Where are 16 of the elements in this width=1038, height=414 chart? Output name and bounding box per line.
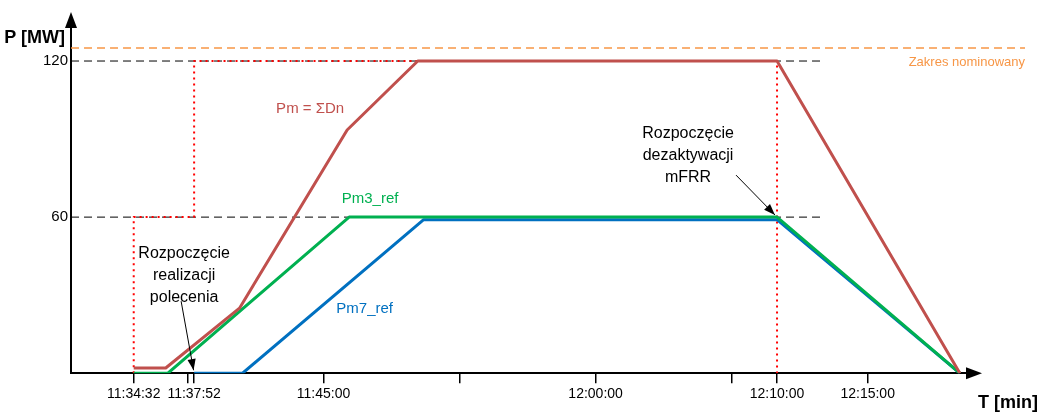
y-tick-label: 60 <box>51 207 69 225</box>
series-label: Pm3_ref <box>341 189 400 207</box>
x-tick-label: 11:45:00 <box>296 385 351 402</box>
ref-line-label: Zakres nominowany <box>908 53 1026 69</box>
x-axis-title: T [min] <box>978 392 1038 413</box>
x-tick-label: 12:15:00 <box>840 385 896 402</box>
x-tick-label: 12:00:00 <box>568 385 624 402</box>
y-axis-title: P [MW] <box>4 26 66 47</box>
annotation: Rozpoczęcie realizacji polecenia <box>138 243 231 305</box>
x-tick-label: 11:34:32 <box>106 385 161 402</box>
x-tick-label: 11:37:52 <box>167 385 222 402</box>
series-label: Pm7_ref <box>336 298 394 316</box>
y-tick-label: 120 <box>43 51 69 69</box>
series-label: Pm = ΣDn <box>276 99 345 117</box>
x-tick-label: 12:10:00 <box>749 385 805 402</box>
annotation: Rozpoczęcie dezaktywacji mFRR <box>642 123 734 185</box>
